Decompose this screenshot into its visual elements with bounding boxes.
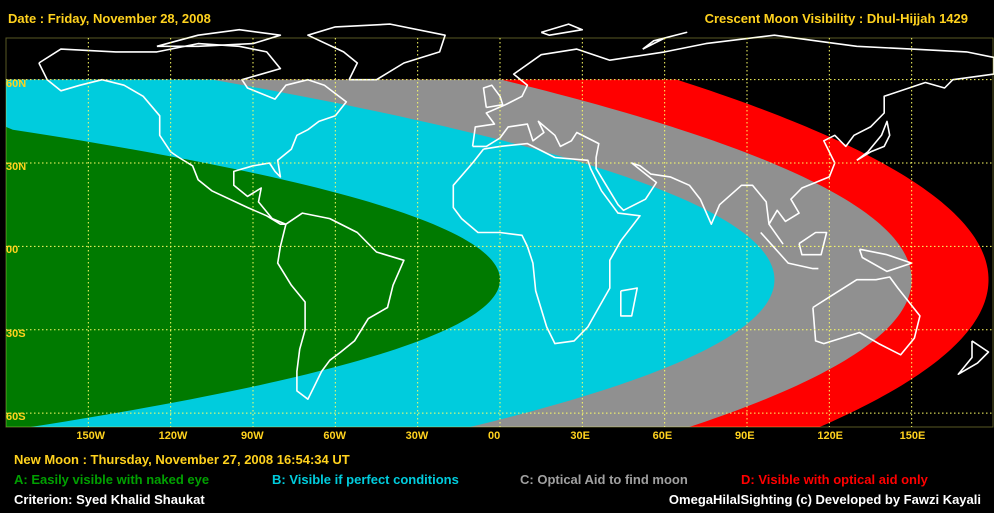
visibility-zones bbox=[0, 79, 994, 513]
criterion-label: Criterion: Syed Khalid Shaukat bbox=[14, 492, 205, 507]
latitude-label: 30N bbox=[6, 161, 27, 174]
longitude-label: 00 bbox=[488, 430, 501, 442]
longitude-label: 30E bbox=[570, 430, 590, 442]
longitude-label: 120W bbox=[158, 430, 188, 442]
coastline-11 bbox=[812, 276, 921, 356]
date-label: Date : Friday, November 28, 2008 bbox=[8, 11, 211, 26]
coastline-7 bbox=[856, 120, 891, 161]
longitude-label: 90E bbox=[735, 430, 755, 442]
latitude-label: 00 bbox=[6, 244, 19, 257]
legend-zone-a: A: Easily visible with naked eye bbox=[14, 472, 210, 487]
latitude-label: 30S bbox=[6, 327, 26, 340]
legend-zone-c: C: Optical Aid to find moon bbox=[520, 472, 688, 487]
zone-a-region bbox=[6, 79, 500, 441]
longitude-label: 60E bbox=[652, 430, 673, 442]
coastline-14 bbox=[540, 23, 584, 36]
coastline-10 bbox=[858, 248, 913, 273]
new-moon-label: New Moon : Thursday, November 27, 2008 1… bbox=[14, 452, 350, 467]
map-title: Crescent Moon Visibility : Dhul-Hijjah 1… bbox=[704, 11, 968, 26]
coastline-2 bbox=[276, 212, 405, 400]
map-grid bbox=[5, 37, 994, 428]
coastline-5 bbox=[620, 287, 638, 317]
longitude-label: 60W bbox=[323, 430, 346, 442]
longitude-label: 150E bbox=[899, 430, 926, 442]
coastline-4 bbox=[452, 142, 641, 345]
latitude-label: 60S bbox=[6, 411, 26, 424]
legend-zone-d: D: Visible with optical aid only bbox=[741, 472, 928, 487]
legend-zone-b: B: Visible if perfect conditions bbox=[272, 472, 459, 487]
latitude-label: 60N bbox=[6, 77, 27, 90]
coastline-6 bbox=[482, 84, 504, 109]
longitude-label: 90W bbox=[241, 430, 264, 442]
coastline-1 bbox=[307, 23, 446, 81]
coastline-9 bbox=[798, 231, 828, 256]
coastline-8 bbox=[760, 231, 819, 270]
longitude-label: 30W bbox=[405, 430, 429, 442]
credit-label: OmegaHilalSighting (c) Developed by Fawz… bbox=[668, 492, 981, 507]
coastline-3 bbox=[471, 34, 994, 245]
longitude-label: 120E bbox=[817, 430, 844, 442]
longitude-label: 150W bbox=[76, 430, 106, 442]
coastline-15 bbox=[642, 31, 688, 50]
coastline-12 bbox=[957, 340, 990, 375]
coastline-13 bbox=[156, 28, 282, 48]
